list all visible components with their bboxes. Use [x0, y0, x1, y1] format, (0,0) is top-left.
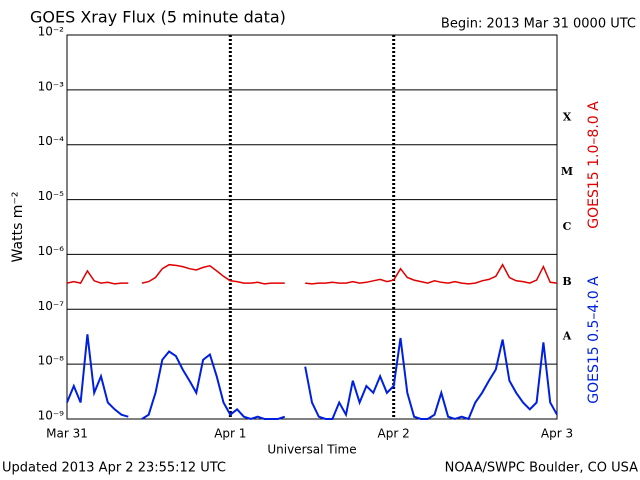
x-tick-label: Apr 3: [541, 427, 573, 441]
x-tick-label: Apr 2: [378, 427, 410, 441]
x-tick-label: Apr 1: [214, 427, 246, 441]
footer-right: NOAA/SWPC Boulder, CO USA: [445, 461, 638, 476]
y-tick-label: 10⁻⁵: [38, 189, 65, 203]
y-tick-label: 10⁻²: [38, 25, 65, 39]
class-label: A: [562, 330, 572, 343]
y-tick-label: 10⁻⁶: [38, 244, 65, 258]
y-tick-label: 10⁻⁴: [38, 134, 65, 148]
series-line: [66, 334, 129, 418]
chart-title: GOES Xray Flux (5 minute data): [30, 8, 286, 27]
class-label: M: [561, 165, 573, 178]
series-line: [66, 269, 129, 285]
y-tick-label: 10⁻⁷: [38, 299, 65, 313]
class-label: C: [563, 220, 572, 233]
y-tick-label: 10⁻⁸: [38, 354, 65, 368]
x-tick-label: Mar 31: [46, 427, 88, 441]
legend-label: GOES15 1.0–8.0 A: [586, 101, 602, 229]
series-line: [141, 350, 286, 421]
chart-subtitle: Begin: 2013 Mar 31 0000 UTC: [441, 17, 636, 32]
class-label: X: [563, 110, 572, 123]
series-line: [305, 263, 558, 285]
legend-label: GOES15 0.5–4.0 A: [586, 276, 602, 404]
series-line: [141, 263, 285, 285]
y-axis-label: Watts m⁻²: [10, 192, 26, 263]
y-tick-label: 10⁻⁹: [38, 409, 65, 423]
y-tick-label: 10⁻³: [38, 79, 65, 93]
x-axis-label: Universal Time: [267, 443, 356, 457]
class-label: B: [562, 275, 571, 288]
plot-frame: [66, 34, 558, 420]
footer-left: Updated 2013 Apr 2 23:55:12 UTC: [2, 461, 226, 476]
series-line: [304, 337, 558, 421]
